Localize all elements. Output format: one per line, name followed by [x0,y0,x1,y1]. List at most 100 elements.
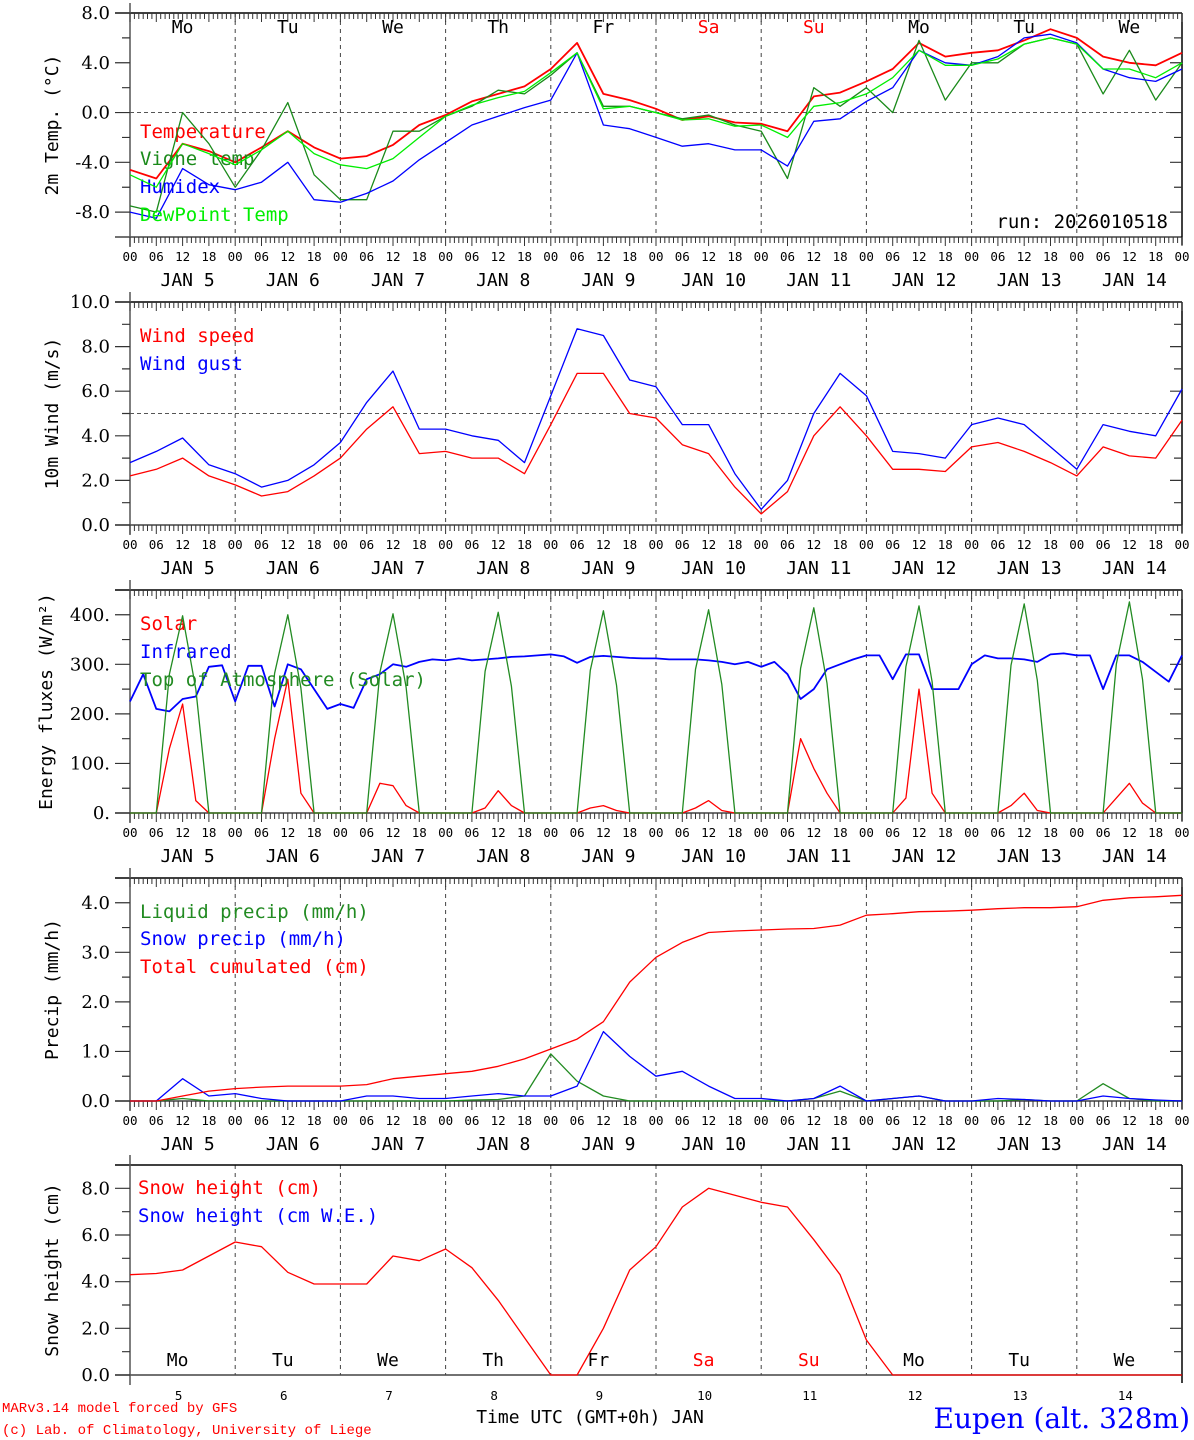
series-line-snow-height-cm [129,1187,1182,1376]
hour-tick-label: 18 [1043,249,1058,264]
hour-tick-label: 00 [964,537,979,552]
hour-tick-label: 12 [1017,825,1032,840]
hour-tick-label: 18 [517,1113,532,1128]
hour-tick-label: 18 [833,825,848,840]
bottom-tick-marks [129,813,1183,822]
hour-tick-label: 06 [675,1113,690,1128]
date-label: JAN 6 [266,1134,320,1155]
y-tick-label: 1.0 [81,1041,110,1062]
hour-tick-label: 06 [464,1113,479,1128]
day-number-label: 11 [802,1388,817,1403]
y-tick-marks [115,902,1182,1102]
date-label: JAN 6 [266,846,320,867]
hour-tick-label: 12 [596,1113,611,1128]
date-label: JAN 10 [681,1134,746,1155]
y-tick-label: 6.0 [81,1225,110,1246]
hour-tick-label: 06 [990,1113,1005,1128]
top-tick-marks [129,13,1183,22]
series-line-infrared [129,652,1183,713]
hour-tick-label: 12 [806,537,821,552]
day-number-label: 10 [697,1388,712,1403]
date-label: JAN 11 [786,558,851,579]
hour-tick-label: 18 [412,537,427,552]
hour-tick-label: 12 [491,1113,506,1128]
hour-tick-label: 12 [596,249,611,264]
hour-tick-label: 12 [911,249,926,264]
hour-tick-label: 18 [201,1113,216,1128]
hour-tick-label: 12 [911,1113,926,1128]
hour-tick-label: 06 [780,537,795,552]
day-of-week-label: Th [487,17,509,38]
location-title: Eupen (alt. 328m) [934,1402,1190,1435]
day-of-week-label: Tu [1008,1350,1030,1371]
hour-tick-label: 12 [806,1113,821,1128]
date-label: JAN 5 [161,846,215,867]
hour-tick-label: 18 [938,825,953,840]
hour-tick-label: 12 [1017,249,1032,264]
y-tick-marks [115,12,1182,213]
hour-tick-label: 06 [990,537,1005,552]
hour-tick-label: 18 [833,249,848,264]
hour-tick-label: 06 [1096,537,1111,552]
hour-tick-label: 00 [648,537,663,552]
y-tick-label: 4.0 [81,53,110,74]
hour-tick-label: 00 [859,825,874,840]
hour-tick-label: 00 [543,1113,558,1128]
legend-entry: Total cumulated (cm) [140,956,369,978]
hour-tick-label: 06 [780,1113,795,1128]
hour-tick-label: 00 [1174,1113,1189,1128]
y-tick-label: 2.0 [81,470,110,491]
hour-tick-label: 06 [1096,825,1111,840]
hour-tick-label: 06 [1096,249,1111,264]
hour-tick-label: 18 [938,249,953,264]
day-of-week-label: We [377,1350,399,1371]
y-tick-label: 2.0 [81,1318,110,1339]
y-axis-title: 10m Wind (m/s) [42,338,63,490]
hour-tick-label: 06 [464,249,479,264]
hour-tick-label: 18 [622,1113,637,1128]
hour-tick-label: 06 [1096,1113,1111,1128]
y-tick-label: 200. [70,704,110,725]
hour-tick-label: 18 [517,249,532,264]
y-tick-label: 2.0 [81,992,110,1013]
legend-entry: Liquid precip (mm/h) [140,901,369,923]
date-label: JAN 8 [476,1134,530,1155]
hour-tick-label: 00 [333,825,348,840]
hour-tick-label: 00 [1174,537,1189,552]
hour-tick-label: 06 [359,825,374,840]
hour-tick-label: 06 [149,249,164,264]
hour-tick-label: 12 [1017,1113,1032,1128]
hour-tick-label: 12 [175,249,190,264]
hour-tick-label: 18 [727,249,742,264]
day-number-label: 14 [1118,1388,1133,1403]
hour-tick-label: 00 [333,1113,348,1128]
x-axis-title: Time UTC (GMT+0h) JAN [476,1407,704,1428]
hour-tick-label: 12 [1122,249,1137,264]
hour-tick-label: 18 [833,1113,848,1128]
date-label: JAN 10 [681,558,746,579]
day-of-week-label: Mo [903,1350,925,1371]
hour-tick-label: 00 [333,537,348,552]
y-tick-label: 4.0 [81,1272,110,1293]
date-label: JAN 12 [891,846,956,867]
y-tick-label: 0. [93,803,110,824]
hour-tick-label: 06 [359,537,374,552]
hour-tick-label: 18 [938,1113,953,1128]
bottom-tick-marks [129,237,1183,246]
date-label: JAN 14 [1102,270,1167,291]
series-line-dewpoint-temp [129,37,1183,188]
legend-entry: Wind gust [140,353,243,375]
model-credit: MARv3.14 model forced by GFS [2,1401,237,1417]
hour-tick-label: 12 [701,537,716,552]
hour-tick-label: 00 [859,537,874,552]
day-of-week-label: Tu [272,1350,294,1371]
date-label: JAN 11 [786,846,851,867]
hour-tick-label: 18 [517,825,532,840]
day-of-week-label: Mo [172,17,194,38]
y-tick-label: 10.0 [70,292,110,313]
hour-tick-label: 18 [307,825,322,840]
date-label: JAN 11 [786,270,851,291]
hour-tick-label: 06 [570,537,585,552]
date-label: JAN 13 [997,846,1062,867]
